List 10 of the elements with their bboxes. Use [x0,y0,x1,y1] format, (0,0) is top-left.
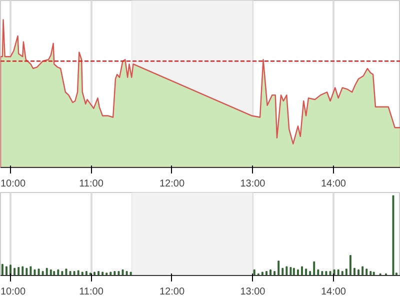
x-tick-label: 10:00 [0,178,26,190]
x-tick-label: 14:00 [320,286,346,298]
x-tick-label: 13:00 [240,178,266,190]
x-tick-label: 10:00 [0,286,26,298]
x-tick-label: 12:00 [159,286,185,298]
x-tick-label: 11:00 [79,286,104,298]
x-tick-label: 11:00 [79,178,104,190]
x-tick-label: 13:00 [240,286,266,298]
x-tick-label: 12:00 [159,178,185,190]
x-tick-label: 14:00 [320,178,346,190]
